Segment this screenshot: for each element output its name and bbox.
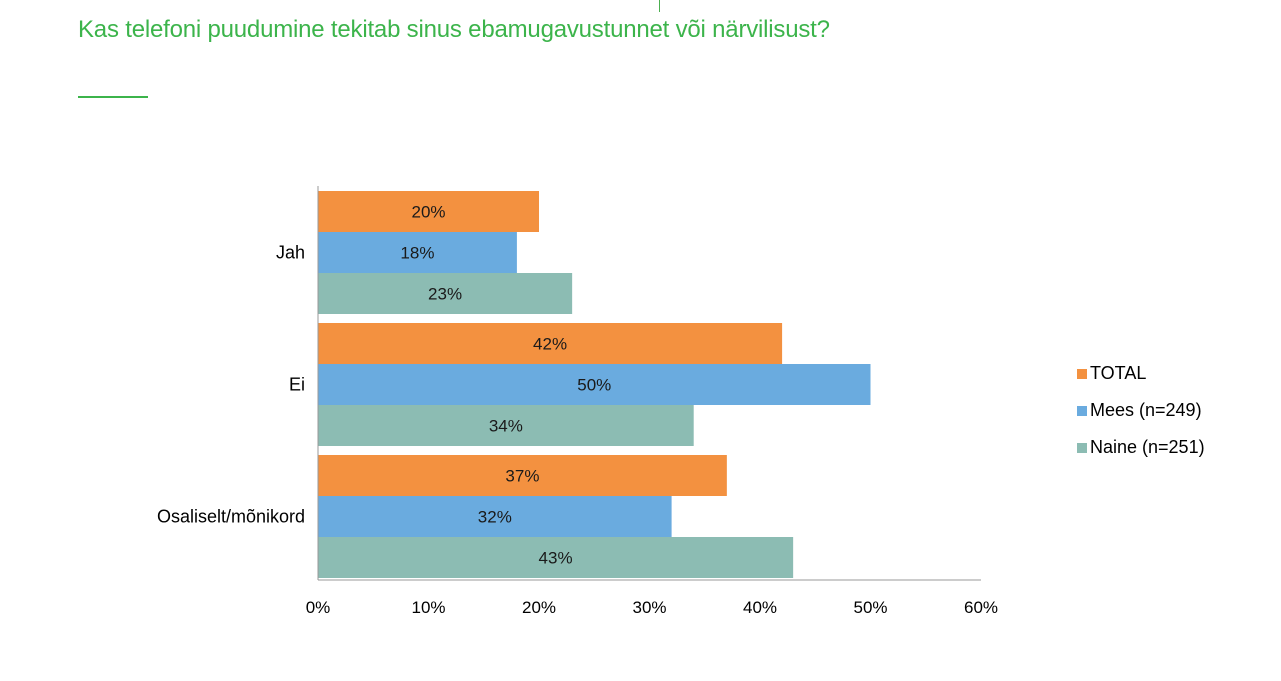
legend-item-total: TOTAL — [1077, 355, 1205, 392]
legend-item-mees-n-249: Mees (n=249) — [1077, 392, 1205, 429]
data-label: 18% — [400, 244, 434, 263]
bar-osaliselt-m-nikord-total — [318, 455, 727, 496]
x-tick-label: 20% — [522, 598, 556, 617]
legend-label: Mees (n=249) — [1090, 400, 1202, 420]
category-label: Ei — [289, 375, 305, 395]
bar-ei-total — [318, 323, 783, 364]
bar-jah-naine-n-251 — [318, 273, 573, 314]
data-label: 32% — [478, 508, 512, 527]
x-tick-label: 50% — [853, 598, 887, 617]
chart-legend: TOTAL Mees (n=249) Naine (n=251) — [1077, 355, 1205, 466]
bar-osaliselt-m-nikord-mees-n-249 — [318, 496, 672, 537]
x-tick-label: 30% — [632, 598, 666, 617]
data-label: 50% — [577, 376, 611, 395]
x-tick-label: 10% — [411, 598, 445, 617]
category-label: Osaliselt/mõnikord — [157, 507, 305, 527]
category-label: Jah — [276, 243, 305, 263]
legend-label: TOTAL — [1090, 363, 1147, 383]
x-tick-label: 40% — [743, 598, 777, 617]
data-label: 23% — [428, 285, 462, 304]
legend-label: Naine (n=251) — [1090, 437, 1205, 457]
x-tick-label: 0% — [306, 598, 331, 617]
legend-item-naine-n-251: Naine (n=251) — [1077, 429, 1205, 466]
x-tick-label: 60% — [964, 598, 998, 617]
bar-jah-mees-n-249 — [318, 232, 517, 273]
data-label: 43% — [539, 549, 573, 568]
legend-swatch — [1077, 368, 1087, 379]
chart-title: Kas telefoni puudumine tekitab sinus eba… — [78, 16, 830, 43]
data-label: 34% — [489, 417, 523, 436]
data-label: 42% — [533, 335, 567, 354]
legend-swatch — [1077, 405, 1087, 416]
bar-osaliselt-m-nikord-naine-n-251 — [318, 537, 794, 578]
legend-swatch — [1077, 442, 1087, 453]
bar-ei-mees-n-249 — [318, 364, 871, 405]
title-underline — [78, 96, 148, 98]
top-tick-mark — [659, 0, 660, 12]
bar-jah-total — [318, 191, 539, 232]
data-label: 20% — [411, 203, 445, 222]
data-label: 37% — [505, 467, 539, 486]
bar-ei-naine-n-251 — [318, 405, 694, 446]
